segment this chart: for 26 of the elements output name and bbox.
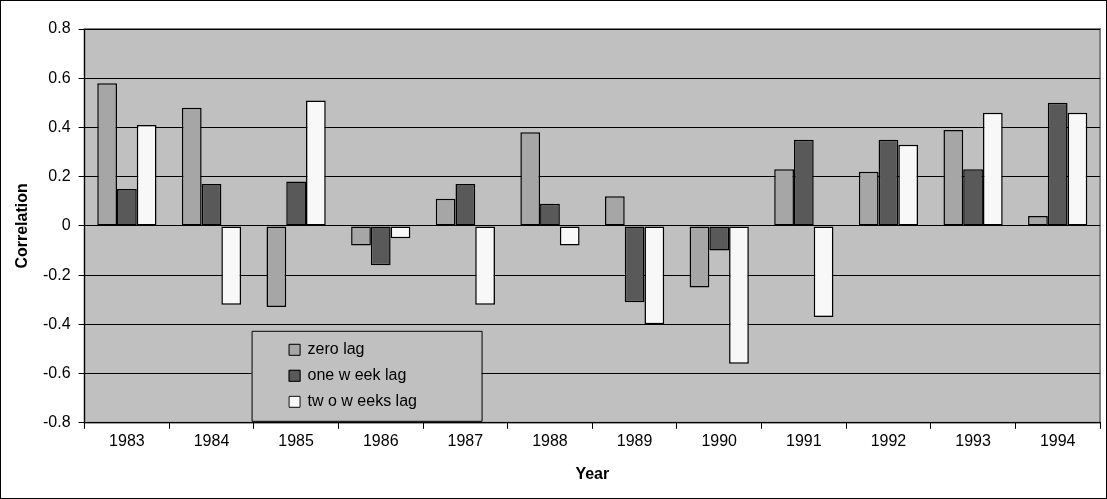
x-tick-label: 1987 [447, 431, 484, 449]
x-tick-label: 1992 [870, 431, 907, 449]
x-tick-label: 1994 [1039, 431, 1076, 449]
x-tick-label: 1985 [278, 431, 315, 449]
x-tick-label: 1988 [532, 431, 568, 449]
x-axis-title: Year [575, 465, 610, 483]
x-tick-label: 1983 [109, 431, 145, 449]
x-tick-label: 1990 [701, 431, 738, 449]
y-tick-label: 0.8 [48, 19, 71, 37]
y-tick-label: 0 [61, 216, 71, 234]
y-tick-label: -0.8 [42, 413, 71, 431]
x-tick-label: 1986 [362, 431, 399, 449]
y-tick-label: 0.6 [48, 68, 71, 86]
y-tick-label: -0.4 [42, 314, 71, 332]
legend-label: tw o w eeks lag [307, 392, 417, 410]
x-tick-label: 1991 [786, 431, 822, 449]
legend-label: zero lag [307, 340, 365, 358]
y-tick-label: -0.2 [42, 265, 71, 283]
y-tick-label: 0.2 [48, 167, 71, 185]
x-tick-label: 1984 [193, 431, 230, 449]
y-axis-title: Correlation [13, 183, 31, 269]
y-tick-label: 0.4 [48, 117, 71, 135]
x-tick-label: 1989 [616, 431, 653, 449]
y-tick-label: -0.6 [42, 363, 71, 381]
legend-label: one w eek lag [307, 366, 407, 384]
x-tick-label: 1993 [955, 431, 991, 449]
